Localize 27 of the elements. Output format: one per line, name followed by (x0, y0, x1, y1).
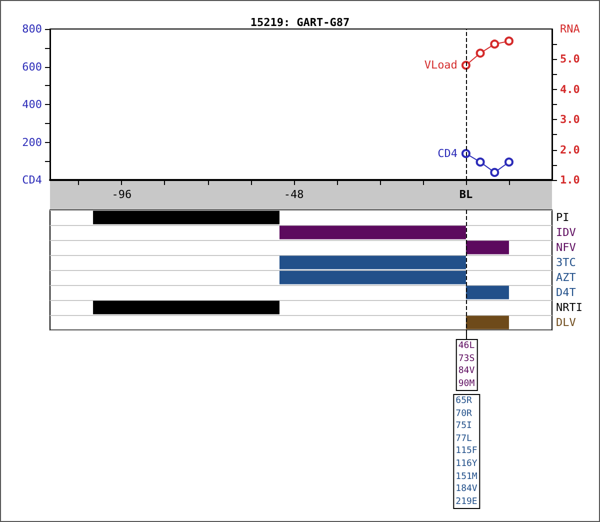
y-tick-label: NFV (556, 241, 576, 254)
y2-tick-label: 3.0 (560, 113, 580, 126)
y-tick-label: IDV (556, 226, 576, 239)
text: 46L 73S 84V 90M (455, 339, 478, 392)
y2-tick-label: 5.0 (560, 52, 580, 66)
x-tick-label: BL (459, 188, 473, 201)
y-axis-title: CD4 (22, 174, 42, 186)
y-tick-label: D4T (556, 286, 576, 299)
y-tick-label: 400 (22, 98, 42, 111)
y-tick-label: NRTI (556, 301, 582, 314)
y2-tick-label: 1.0 (560, 174, 580, 186)
y2-tick-label: 4.0 (560, 82, 580, 96)
y-tick-label: 600 (22, 60, 42, 74)
y2-axis-title: RNA (560, 22, 580, 36)
series-label: CD4 (438, 147, 458, 160)
y-tick-label: 3TC (556, 256, 576, 269)
y-tick-label: DLV (556, 316, 576, 329)
text: 65R 70R 75I 77L 115F 116Y 151M 184V 219E (456, 396, 478, 507)
y-tick-label: AZT (556, 271, 576, 284)
x-tick-label: -96 (112, 188, 132, 201)
series-label: VLoad (424, 58, 458, 72)
y-tick-label: PI (556, 211, 570, 224)
y-tick-label: 200 (22, 136, 42, 149)
chart-title: 15219: GART-G87 (250, 16, 350, 29)
y2-tick-label: 2.0 (560, 143, 580, 156)
y-tick-label: 800 (22, 22, 42, 36)
x-tick-label: -48 (284, 188, 304, 201)
